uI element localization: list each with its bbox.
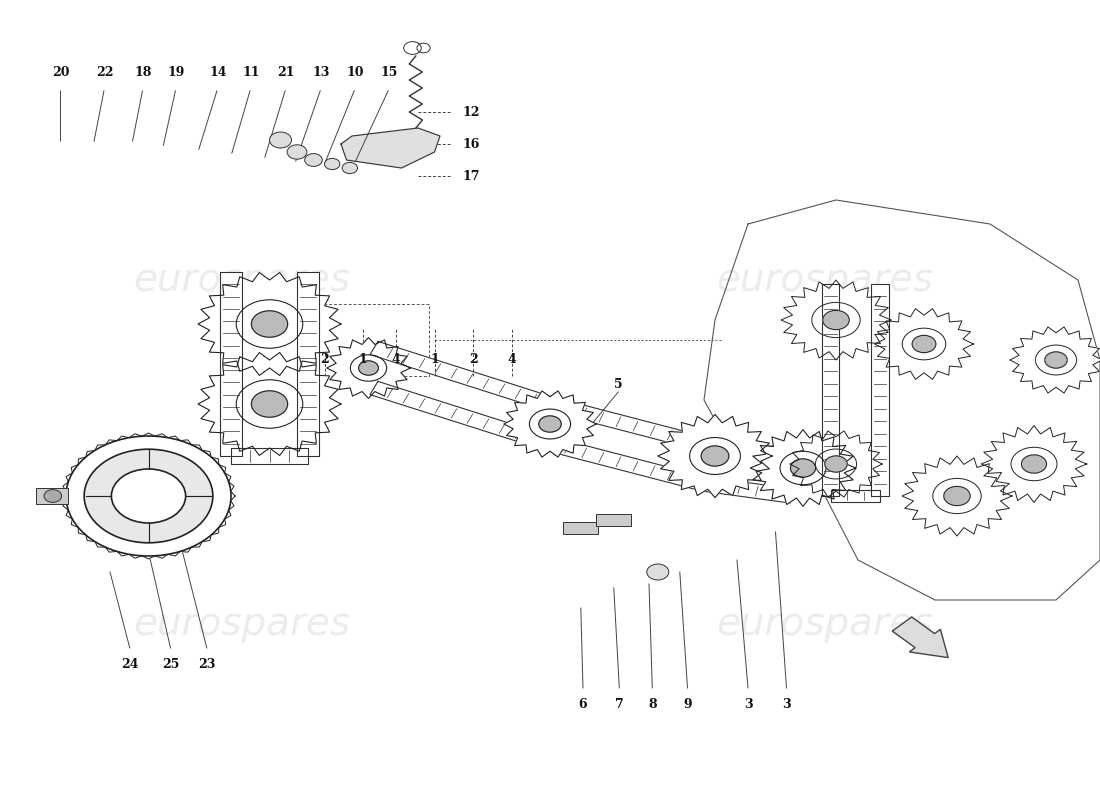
Text: 2: 2 — [469, 354, 477, 366]
Text: 7: 7 — [615, 698, 624, 710]
Circle shape — [791, 459, 815, 477]
Text: 3: 3 — [744, 698, 752, 710]
Text: 8: 8 — [648, 698, 657, 710]
Circle shape — [1045, 352, 1067, 368]
Circle shape — [342, 162, 358, 174]
Text: 5: 5 — [614, 378, 623, 390]
Text: 15: 15 — [381, 66, 398, 78]
Polygon shape — [981, 426, 1087, 502]
Text: 25: 25 — [162, 658, 179, 670]
Polygon shape — [547, 438, 707, 490]
Polygon shape — [790, 431, 882, 497]
Polygon shape — [297, 272, 319, 456]
Text: eurospares: eurospares — [716, 605, 934, 643]
Text: 9: 9 — [683, 698, 692, 710]
Polygon shape — [504, 391, 596, 457]
Polygon shape — [750, 430, 856, 506]
Circle shape — [251, 390, 287, 418]
Text: 21: 21 — [277, 66, 295, 78]
Polygon shape — [198, 273, 341, 375]
Text: 18: 18 — [134, 66, 152, 78]
Circle shape — [1022, 455, 1046, 473]
Text: 17: 17 — [462, 170, 480, 182]
Polygon shape — [702, 437, 794, 463]
Circle shape — [701, 446, 729, 466]
Text: 6: 6 — [579, 698, 587, 710]
Polygon shape — [547, 398, 707, 450]
FancyBboxPatch shape — [563, 522, 598, 534]
Circle shape — [912, 335, 936, 353]
Text: 13: 13 — [312, 66, 330, 78]
Text: 22: 22 — [96, 66, 113, 78]
Text: 10: 10 — [346, 66, 364, 78]
Circle shape — [825, 456, 847, 472]
Polygon shape — [231, 448, 308, 464]
Circle shape — [539, 416, 561, 432]
Polygon shape — [341, 128, 440, 168]
FancyBboxPatch shape — [36, 488, 68, 504]
Text: 1: 1 — [430, 354, 439, 366]
Circle shape — [305, 154, 322, 166]
Text: 19: 19 — [167, 66, 185, 78]
Polygon shape — [198, 353, 341, 455]
Text: 11: 11 — [242, 66, 260, 78]
Polygon shape — [1010, 327, 1100, 393]
Text: 12: 12 — [462, 106, 480, 118]
Text: 14: 14 — [209, 66, 227, 78]
Polygon shape — [327, 338, 410, 398]
Polygon shape — [781, 280, 891, 360]
Circle shape — [84, 450, 213, 542]
Polygon shape — [62, 433, 235, 559]
Text: 16: 16 — [462, 138, 480, 150]
Text: 23: 23 — [198, 658, 216, 670]
Text: 4: 4 — [507, 354, 516, 366]
Circle shape — [270, 132, 292, 148]
Circle shape — [44, 490, 62, 502]
Text: eurospares: eurospares — [133, 605, 351, 643]
Polygon shape — [370, 382, 554, 450]
Polygon shape — [874, 309, 974, 379]
Text: eurospares: eurospares — [133, 261, 351, 299]
Circle shape — [251, 310, 287, 338]
Circle shape — [944, 486, 970, 506]
Text: 24: 24 — [121, 658, 139, 670]
Circle shape — [324, 158, 340, 170]
FancyArrow shape — [892, 617, 948, 658]
Circle shape — [287, 145, 307, 159]
Polygon shape — [220, 272, 242, 456]
Circle shape — [111, 469, 186, 523]
Text: 2: 2 — [320, 354, 329, 366]
Text: 1: 1 — [359, 354, 367, 366]
Circle shape — [823, 310, 849, 330]
Polygon shape — [830, 490, 880, 502]
Polygon shape — [702, 477, 794, 503]
Text: 20: 20 — [52, 66, 69, 78]
Polygon shape — [822, 284, 839, 496]
Polygon shape — [902, 456, 1012, 536]
Text: eurospares: eurospares — [716, 261, 934, 299]
Text: 4: 4 — [392, 354, 400, 366]
Polygon shape — [871, 284, 889, 496]
Circle shape — [647, 564, 669, 580]
Polygon shape — [370, 342, 554, 410]
Text: 3: 3 — [782, 698, 791, 710]
Circle shape — [359, 361, 378, 375]
Polygon shape — [658, 414, 772, 498]
FancyBboxPatch shape — [596, 514, 631, 526]
